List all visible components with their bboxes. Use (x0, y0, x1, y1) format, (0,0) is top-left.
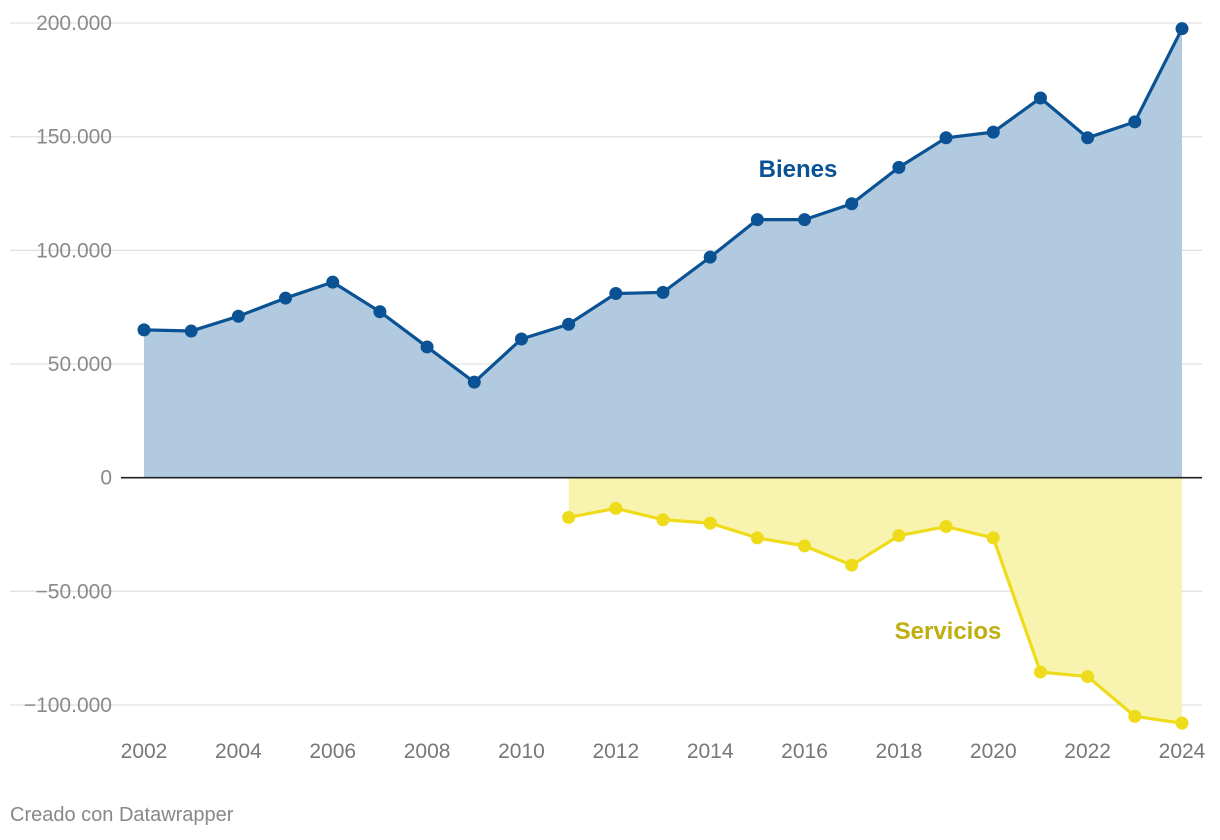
point-bienes (1033, 91, 1047, 105)
x-tick-label: 2004 (215, 740, 262, 763)
x-tick-label: 2008 (404, 740, 451, 763)
x-tick-label: 2002 (121, 740, 168, 763)
y-tick-label: −100.000 (24, 694, 112, 717)
point-servicios (892, 529, 906, 543)
x-tick-label: 2012 (592, 740, 639, 763)
point-bienes (467, 375, 481, 389)
point-servicios (703, 516, 717, 530)
point-bienes (798, 213, 812, 227)
point-bienes (514, 332, 528, 346)
point-bienes (562, 317, 576, 331)
line-servicios (568, 506, 1183, 725)
y-tick-label: 100.000 (36, 239, 112, 262)
point-servicios (986, 531, 1000, 545)
x-tick-label: 2006 (309, 740, 356, 763)
y-tick-label: 150.000 (36, 126, 112, 149)
series-label-servicios: Servicios (895, 618, 1002, 645)
point-bienes (609, 287, 623, 301)
point-servicios (609, 501, 623, 515)
datawrapper-credit: Creado con Datawrapper (10, 804, 234, 826)
point-servicios (1081, 670, 1095, 684)
x-tick-label: 2020 (970, 740, 1017, 763)
point-servicios (1175, 716, 1189, 730)
point-servicios (1033, 665, 1047, 679)
point-servicios (939, 520, 953, 534)
point-servicios (1128, 709, 1142, 723)
x-tick-label: 2010 (498, 740, 545, 763)
point-bienes (750, 213, 764, 227)
series-label-bienes: Bienes (759, 156, 838, 183)
area-bienes (144, 28, 1182, 478)
point-servicios (845, 558, 859, 572)
x-axis-ticks: 2002 2004 2006 2008 2010 2012 2014 2016 2018 2020… (121, 740, 1206, 763)
point-bienes (420, 340, 434, 354)
point-servicios (750, 531, 764, 545)
point-bienes (279, 291, 293, 305)
x-tick-label: 2018 (876, 740, 923, 763)
point-bienes (1081, 131, 1095, 145)
x-tick-label: 2022 (1064, 740, 1111, 763)
y-tick-label: 200.000 (36, 12, 112, 35)
point-bienes (326, 275, 340, 289)
point-bienes (373, 305, 387, 319)
point-bienes (939, 131, 953, 145)
point-bienes (656, 285, 670, 299)
y-axis-ticks: 200.000 150.000 100.000 50.000 0 −50.000 −100.… (24, 12, 112, 717)
y-tick-label: 50.000 (48, 353, 112, 376)
point-servicios (656, 513, 670, 527)
point-servicios (798, 539, 812, 553)
point-bienes (1175, 22, 1189, 36)
point-bienes (1128, 115, 1142, 129)
area-servicios (568, 477, 1182, 724)
y-tick-label: −50.000 (36, 580, 113, 603)
point-bienes (986, 125, 1000, 139)
point-bienes (184, 324, 198, 338)
point-servicios (562, 510, 576, 524)
area-fills (144, 28, 1182, 724)
series-labels: Bienes Servicios (759, 156, 1002, 645)
series-points (137, 22, 1189, 730)
x-tick-label: 2016 (781, 740, 828, 763)
area-chart: 200.000 150.000 100.000 50.000 0 −50.000 −100.… (10, 12, 1206, 763)
y-tick-label: 0 (100, 467, 112, 490)
point-bienes (703, 250, 717, 264)
point-bienes (231, 309, 245, 323)
x-tick-label: 2014 (687, 740, 734, 763)
point-bienes (845, 197, 859, 211)
point-bienes (892, 160, 906, 174)
x-tick-label: 2024 (1159, 740, 1206, 763)
point-bienes (137, 323, 151, 337)
